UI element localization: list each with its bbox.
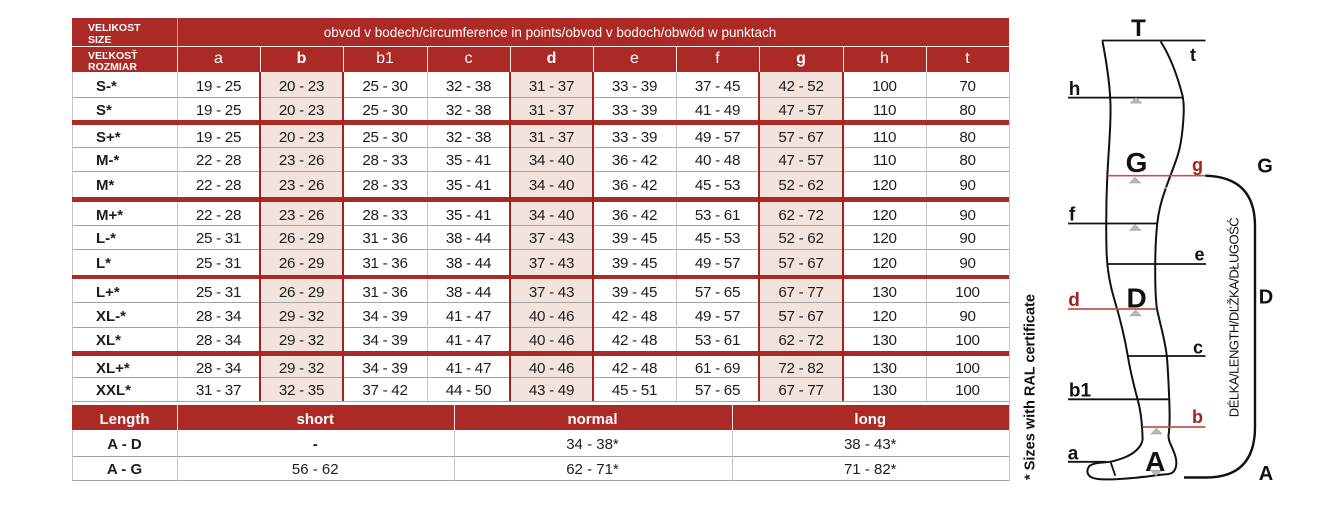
svg-text:DÉLKA/LENGTH/DĽŽKA/DŁUGOŚĆ: DÉLKA/LENGTH/DĽŽKA/DŁUGOŚĆ — [1227, 218, 1242, 417]
svg-text:e: e — [1194, 245, 1204, 265]
svg-text:f: f — [1069, 205, 1076, 226]
svg-text:t: t — [1190, 45, 1196, 65]
svg-text:c: c — [1193, 338, 1203, 358]
svg-text:D: D — [1126, 283, 1146, 314]
svg-text:b1: b1 — [1069, 381, 1092, 402]
svg-text:b: b — [1192, 407, 1203, 427]
svg-text:d: d — [1068, 290, 1080, 311]
svg-text:h: h — [1069, 79, 1081, 100]
svg-text:D: D — [1259, 287, 1273, 309]
svg-text:g: g — [1192, 155, 1203, 175]
svg-text:T: T — [1131, 15, 1146, 42]
svg-text:A: A — [1145, 446, 1165, 477]
svg-text:* Sizes with RAL certificate: * Sizes with RAL certificate — [1023, 294, 1039, 480]
svg-text:A: A — [1259, 463, 1273, 485]
svg-text:G: G — [1257, 156, 1273, 178]
svg-text:a: a — [1068, 444, 1079, 465]
svg-text:G: G — [1126, 147, 1148, 178]
